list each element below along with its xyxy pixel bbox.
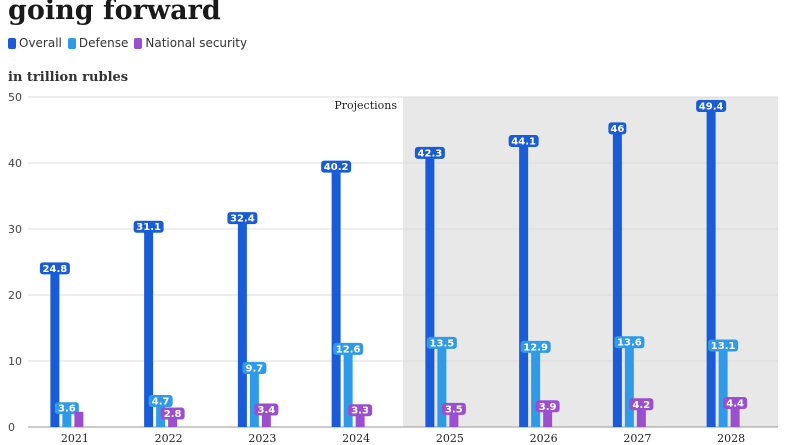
data-label: 3.6 (58, 404, 76, 415)
bar-defense (718, 340, 728, 427)
x-tick-label: 2022 (155, 432, 183, 445)
data-label: 46 (610, 124, 624, 135)
data-label: 3.3 (351, 406, 369, 417)
data-label: 40.2 (324, 162, 349, 173)
y-tick-label: 30 (8, 223, 22, 236)
x-tick-label: 2025 (436, 432, 464, 445)
data-label-bg (254, 403, 279, 416)
data-label-bg (535, 400, 560, 413)
bar-defense (249, 362, 259, 427)
data-label-bg (414, 146, 445, 159)
bar-defense (62, 403, 72, 427)
data-label: 4.4 (726, 398, 744, 409)
legend-label-defense: Defense (78, 36, 129, 50)
legend-item-national-security[interactable]: National security (134, 36, 247, 50)
data-label: 4.2 (633, 400, 651, 411)
chart-title: going forward (8, 0, 221, 26)
y-tick-label: 50 (8, 91, 22, 104)
data-label-bg (696, 99, 727, 112)
unit-label: in trillion rubles (8, 70, 129, 85)
data-label: 44.1 (511, 136, 536, 147)
data-label-bg (148, 394, 173, 407)
bar-defense (531, 341, 541, 427)
data-label-bg (348, 404, 373, 417)
legend-item-overall[interactable]: Overall (8, 36, 62, 50)
data-label: 2.8 (164, 409, 182, 420)
data-label: 3.5 (445, 404, 463, 415)
data-label-bg (133, 220, 164, 233)
data-label: 3.9 (539, 402, 557, 413)
data-label-bg (321, 160, 352, 173)
legend-item-defense[interactable]: Defense (67, 36, 129, 50)
data-label-bg (508, 134, 539, 147)
x-tick-label: 2021 (61, 432, 89, 445)
bar-overall (331, 161, 341, 427)
x-tick-label: 2024 (342, 432, 370, 445)
bar-national-security (730, 397, 740, 427)
x-tick-label: 2028 (717, 432, 745, 445)
data-label: 13.5 (430, 338, 455, 349)
data-label-bg (629, 398, 654, 411)
x-tick-label: 2023 (248, 432, 276, 445)
data-label-bg (614, 336, 645, 349)
legend-label-national-security: National security (145, 36, 248, 50)
data-label-bg (608, 122, 627, 135)
bar-national-security (74, 411, 84, 427)
data-label-bg (39, 262, 70, 275)
data-label-bg (723, 396, 748, 409)
bar-defense (343, 343, 353, 427)
bar-overall (706, 100, 716, 428)
data-label: 32.4 (230, 214, 255, 225)
bar-national-security (636, 399, 646, 427)
bar-defense (437, 337, 447, 427)
data-label: 9.7 (246, 363, 264, 374)
bar-overall (144, 221, 154, 427)
data-label-bg (520, 340, 551, 353)
y-tick-label: 20 (8, 289, 22, 302)
y-tick-label: 40 (8, 157, 22, 170)
legend-swatch-national-security (134, 37, 143, 49)
bar-overall (50, 263, 60, 427)
data-label: 31.1 (136, 222, 161, 233)
bar-national-security (449, 403, 459, 427)
bar-overall (519, 135, 529, 427)
bar-overall (237, 213, 247, 427)
data-label-bg (242, 361, 267, 374)
data-label: 49.4 (699, 101, 724, 112)
y-tick-label: 0 (8, 421, 15, 434)
data-label-bg (227, 212, 258, 225)
x-tick-label: 2026 (530, 432, 558, 445)
x-tick-label: 2027 (623, 432, 651, 445)
data-label-bg (160, 407, 185, 420)
bar-defense (624, 337, 634, 427)
data-label: 12.6 (336, 344, 361, 355)
bar-national-security (543, 401, 553, 427)
y-tick-label: 10 (8, 355, 22, 368)
data-label-bg (441, 402, 466, 415)
data-label: 42.3 (418, 148, 443, 159)
data-label-bg (54, 402, 79, 415)
bar-overall (612, 123, 622, 428)
legend-swatch-defense (67, 37, 76, 49)
data-label: 24.8 (43, 264, 68, 275)
legend-label-overall: Overall (19, 36, 62, 50)
projection-label: Projections (334, 99, 397, 112)
data-label: 12.9 (523, 342, 548, 353)
legend: Overall Defense National security (8, 36, 253, 50)
data-label: 13.6 (617, 338, 642, 349)
data-label: 13.1 (711, 341, 736, 352)
bar-overall (425, 147, 435, 427)
data-label-bg (708, 339, 739, 352)
data-label-bg (426, 336, 457, 349)
bar-national-security (261, 404, 271, 427)
data-label-bg (333, 342, 364, 355)
data-label: 4.7 (152, 396, 170, 407)
data-label: 3.4 (258, 405, 276, 416)
legend-swatch-overall (8, 37, 16, 49)
